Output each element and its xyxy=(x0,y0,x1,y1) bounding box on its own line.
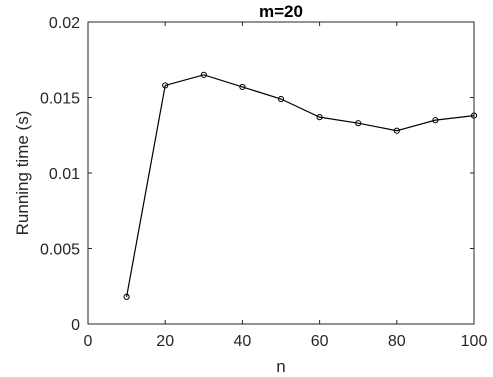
data-point xyxy=(239,83,246,91)
y-tick-label: 0.02 xyxy=(49,15,80,32)
data-point xyxy=(355,120,362,127)
y-axis-label: Running time (s) xyxy=(13,111,32,236)
plot-area xyxy=(87,21,475,325)
data-point xyxy=(123,293,130,300)
x-axis: 0 20 40 60 80 100 xyxy=(84,22,488,350)
series-line xyxy=(126,74,475,297)
x-tick-label: 100 xyxy=(461,333,488,350)
x-tick-label: 40 xyxy=(234,333,252,350)
x-tick-label: 60 xyxy=(311,333,329,350)
x-axis-label: n xyxy=(276,357,285,376)
y-axis: 0 0.005 0.01 0.015 0.02 xyxy=(40,15,474,334)
data-point xyxy=(316,114,323,121)
data-point xyxy=(470,112,478,119)
data-point xyxy=(432,117,439,124)
data-point xyxy=(162,82,169,89)
data-point xyxy=(393,127,400,134)
y-tick-label: 0.005 xyxy=(40,242,80,259)
x-tick-label: 80 xyxy=(388,333,406,350)
data-point xyxy=(277,95,285,103)
y-tick-label: 0.01 xyxy=(49,166,80,183)
y-tick-label: 0 xyxy=(71,317,80,334)
x-tick-label: 0 xyxy=(84,333,93,350)
data-point xyxy=(200,71,207,78)
x-tick-label: 20 xyxy=(156,333,174,350)
y-tick-label: 0.015 xyxy=(40,91,80,108)
chart-title: m=20 xyxy=(259,2,303,21)
series-points xyxy=(123,71,478,300)
